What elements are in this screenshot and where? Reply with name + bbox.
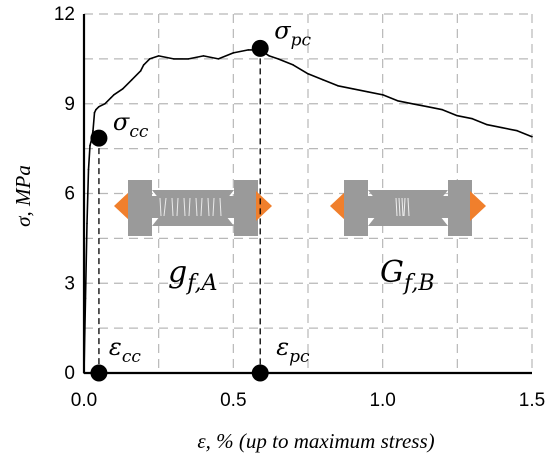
- tick-labels: 0 3 6 9 12 0.0 0.5 1.0 1.5: [54, 4, 545, 411]
- series-point: [148, 58, 151, 60]
- key-point-marker: [251, 39, 269, 57]
- series-point: [396, 99, 399, 102]
- specimen-b-icon: [330, 180, 486, 236]
- y-tick-label: 3: [64, 273, 75, 294]
- specimen-illustrations: [114, 180, 486, 236]
- series-point: [277, 58, 279, 60]
- series-point: [98, 105, 100, 108]
- series-point: [411, 102, 414, 105]
- y-tick-label: 6: [64, 184, 75, 205]
- x-tick-label: 0.0: [71, 390, 97, 411]
- series-point: [93, 111, 96, 114]
- series-point: [187, 58, 190, 60]
- epsilon-cc-label: εcc: [109, 333, 141, 367]
- series-point: [456, 114, 459, 117]
- series-point: [381, 93, 384, 96]
- series-point: [471, 117, 474, 120]
- series-point: [292, 64, 294, 66]
- series-point: [142, 64, 145, 66]
- series-point: [366, 90, 369, 93]
- series-point: [531, 135, 533, 138]
- series-layer: [83, 49, 533, 374]
- fracture-energy-b-label: Gf,B: [380, 255, 435, 296]
- series-point: [516, 129, 518, 132]
- series-point: [157, 55, 160, 57]
- reference-dashed-lines: [98, 48, 261, 373]
- series-point: [268, 55, 270, 57]
- series-point: [110, 96, 112, 99]
- specimen-a-icon: [114, 180, 272, 236]
- series-point: [130, 79, 133, 81]
- series-point: [202, 55, 205, 57]
- series-point: [486, 123, 489, 126]
- key-point-marker: [90, 364, 108, 382]
- series-point: [122, 87, 124, 90]
- series-point: [87, 168, 90, 171]
- series-point: [441, 108, 444, 111]
- series-point: [139, 70, 142, 72]
- x-tick-label: 1.5: [519, 390, 545, 411]
- sigma-cc-label: σcc: [113, 108, 149, 142]
- series-point: [217, 58, 220, 60]
- series-point: [307, 73, 309, 75]
- series-point: [95, 108, 97, 111]
- y-tick-label: 9: [64, 94, 75, 115]
- series-point: [501, 126, 503, 129]
- series-point: [86, 222, 88, 225]
- fracture-energy-a-label: gf,A: [168, 255, 217, 296]
- epsilon-pc-label: εpc: [276, 333, 310, 367]
- series-point: [352, 87, 354, 90]
- series-point: [172, 58, 175, 60]
- series-point: [113, 93, 115, 96]
- series-point: [89, 144, 91, 147]
- key-points: [90, 39, 269, 382]
- series-point: [337, 85, 339, 87]
- x-tick-label: 1.0: [369, 390, 395, 411]
- key-point-marker: [251, 364, 269, 382]
- axis-layer: [82, 14, 532, 375]
- sigma-pc-label: σpc: [274, 16, 311, 50]
- y-tick-label: 12: [54, 4, 75, 25]
- y-tick-label: 0: [64, 363, 75, 384]
- series-point: [104, 102, 106, 105]
- series-point: [232, 52, 235, 54]
- x-axis-label: ε, % (up to maximum stress): [197, 429, 434, 453]
- key-point-marker: [90, 129, 108, 147]
- series-point: [322, 79, 324, 81]
- series-point: [247, 49, 250, 51]
- series-point: [426, 105, 429, 108]
- annotations: σcc σpc εcc εpc gf,A Gf,B: [109, 16, 435, 367]
- series-point: [92, 129, 94, 132]
- y-axis-label: σ, MPa: [11, 165, 35, 227]
- x-tick-label: 0.5: [220, 390, 246, 411]
